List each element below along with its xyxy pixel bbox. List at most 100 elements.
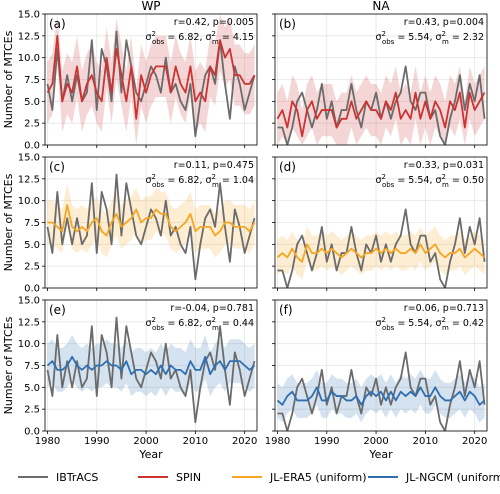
panel-label: (f) (279, 303, 293, 317)
y-tick-label: 7.5 (24, 361, 40, 372)
column-title: NA (372, 0, 390, 13)
variance-part: = 5.54, (394, 175, 435, 186)
variance-part: 2 (212, 173, 216, 181)
y-tick-label: 10.0 (18, 53, 40, 64)
frame (44, 13, 258, 146)
uncertainty-band (47, 334, 255, 397)
variance-part: = 0.50 (449, 175, 484, 186)
plot-area (46, 14, 256, 145)
variance-part: m (442, 38, 449, 46)
variance-part: 2 (442, 316, 446, 324)
stats-text: r=0.11, p=0.475 (174, 160, 254, 171)
stats-text: r=0.43, p=0.004 (404, 17, 484, 28)
plot-area (276, 65, 486, 145)
variance-part: = 2.32 (449, 32, 484, 43)
variance-part: σ (436, 175, 442, 186)
y-tick-label: 10.0 (18, 339, 40, 350)
variance-part: = 5.54, (394, 318, 435, 329)
stats-text: r=-0.04, p=0.781 (170, 303, 254, 314)
x-axis-label: Year (368, 448, 393, 461)
variance-part: σ (145, 318, 151, 329)
series-line (276, 91, 486, 138)
series-line (276, 243, 486, 263)
y-axis-label: Number of MTCEs (2, 30, 15, 128)
series-line (46, 316, 256, 424)
uncertainty-band (47, 183, 255, 258)
variance-part: obs (382, 38, 395, 46)
series-line (47, 204, 256, 237)
x-tick-label: 2010 (183, 436, 208, 447)
variance-part: σ (375, 318, 381, 329)
stats-text: r=0.33, p=0.031 (404, 160, 484, 171)
variance-part: = 6.82, (164, 32, 205, 43)
variance-part: m (442, 324, 449, 332)
variance-part: 2 (381, 316, 385, 324)
y-tick-label: 15.0 (18, 296, 40, 307)
legend-label: JL-ERA5 (uniform) (269, 471, 367, 484)
variance-part: 2 (442, 173, 446, 181)
series-line (277, 208, 486, 288)
panel-label: (b) (279, 17, 296, 31)
variance-part: 2 (151, 173, 155, 181)
frame (44, 156, 258, 289)
variance-part: 2 (212, 316, 216, 324)
stats-text: r=0.06, p=0.713 (404, 303, 484, 314)
y-tick-label: 7.5 (24, 218, 40, 229)
variance-text: σ2 obs = 5.54, σ2 m = 0.50 (375, 173, 484, 189)
stats-text: r=0.42, p=0.005 (174, 17, 254, 28)
uncertainty-band (277, 369, 485, 423)
plot-area (276, 208, 486, 288)
variance-part: σ (145, 32, 151, 43)
variance-part: σ (436, 318, 442, 329)
variance-part: obs (152, 324, 165, 332)
variance-part: m (212, 181, 219, 189)
legend-label: SPIN (176, 471, 201, 484)
variance-part: σ (206, 318, 212, 329)
variance-text: σ2 obs = 5.54, σ2 m = 2.32 (375, 30, 484, 46)
y-tick-label: 15.0 (18, 153, 40, 164)
variance-part: obs (382, 324, 395, 332)
panel-label: (c) (49, 160, 65, 174)
variance-part: σ (375, 32, 381, 43)
y-tick-label: 10.0 (18, 196, 40, 207)
y-axis-label: Number of MTCEs (2, 316, 15, 414)
frame (44, 299, 258, 432)
y-tick-label: 2.5 (24, 262, 40, 273)
variance-part: m (442, 181, 449, 189)
variance-part: 2 (442, 30, 446, 38)
variance-part: m (212, 324, 219, 332)
variance-part: 2 (381, 173, 385, 181)
frame (274, 156, 488, 289)
y-tick-label: 15.0 (18, 10, 40, 21)
variance-part: = 6.82, (164, 318, 205, 329)
uncertainty-band (47, 14, 255, 145)
variance-part: obs (152, 38, 165, 46)
variance-part: σ (206, 32, 212, 43)
x-tick-label: 1990 (84, 436, 109, 447)
variance-part: obs (382, 181, 395, 189)
legend-label: IBTrACS (56, 471, 98, 484)
y-tick-label: 5.0 (24, 383, 40, 394)
variance-part: obs (152, 181, 165, 189)
x-tick-label: 2020 (462, 436, 487, 447)
panel-label: (e) (49, 303, 66, 317)
variance-part: σ (436, 32, 442, 43)
legend-label: JL-NGCM (uniform) (405, 471, 500, 484)
variance-part: = 6.82, (164, 175, 205, 186)
variance-text: σ2 obs = 6.82, σ2 m = 0.44 (145, 316, 254, 332)
variance-text: σ2 obs = 6.82, σ2 m = 4.15 (145, 30, 254, 46)
column-title: WP (141, 0, 160, 13)
x-tick-label: 2020 (232, 436, 257, 447)
panel: 1980 1990 2000 2010 2020 Year (f) r=0.06, p=0.7… (265, 299, 487, 461)
x-tick-label: 1980 (35, 436, 60, 447)
x-tick-label: 2000 (133, 436, 158, 447)
legend: IBTrACS SPIN JL-ERA5 (uniform) JL-NGCM (uni… (18, 471, 500, 484)
panel-label: (a) (49, 17, 66, 31)
y-tick-label: 12.5 (18, 31, 40, 42)
series-line (276, 386, 486, 406)
variance-part: 2 (151, 316, 155, 324)
frame (274, 13, 488, 146)
